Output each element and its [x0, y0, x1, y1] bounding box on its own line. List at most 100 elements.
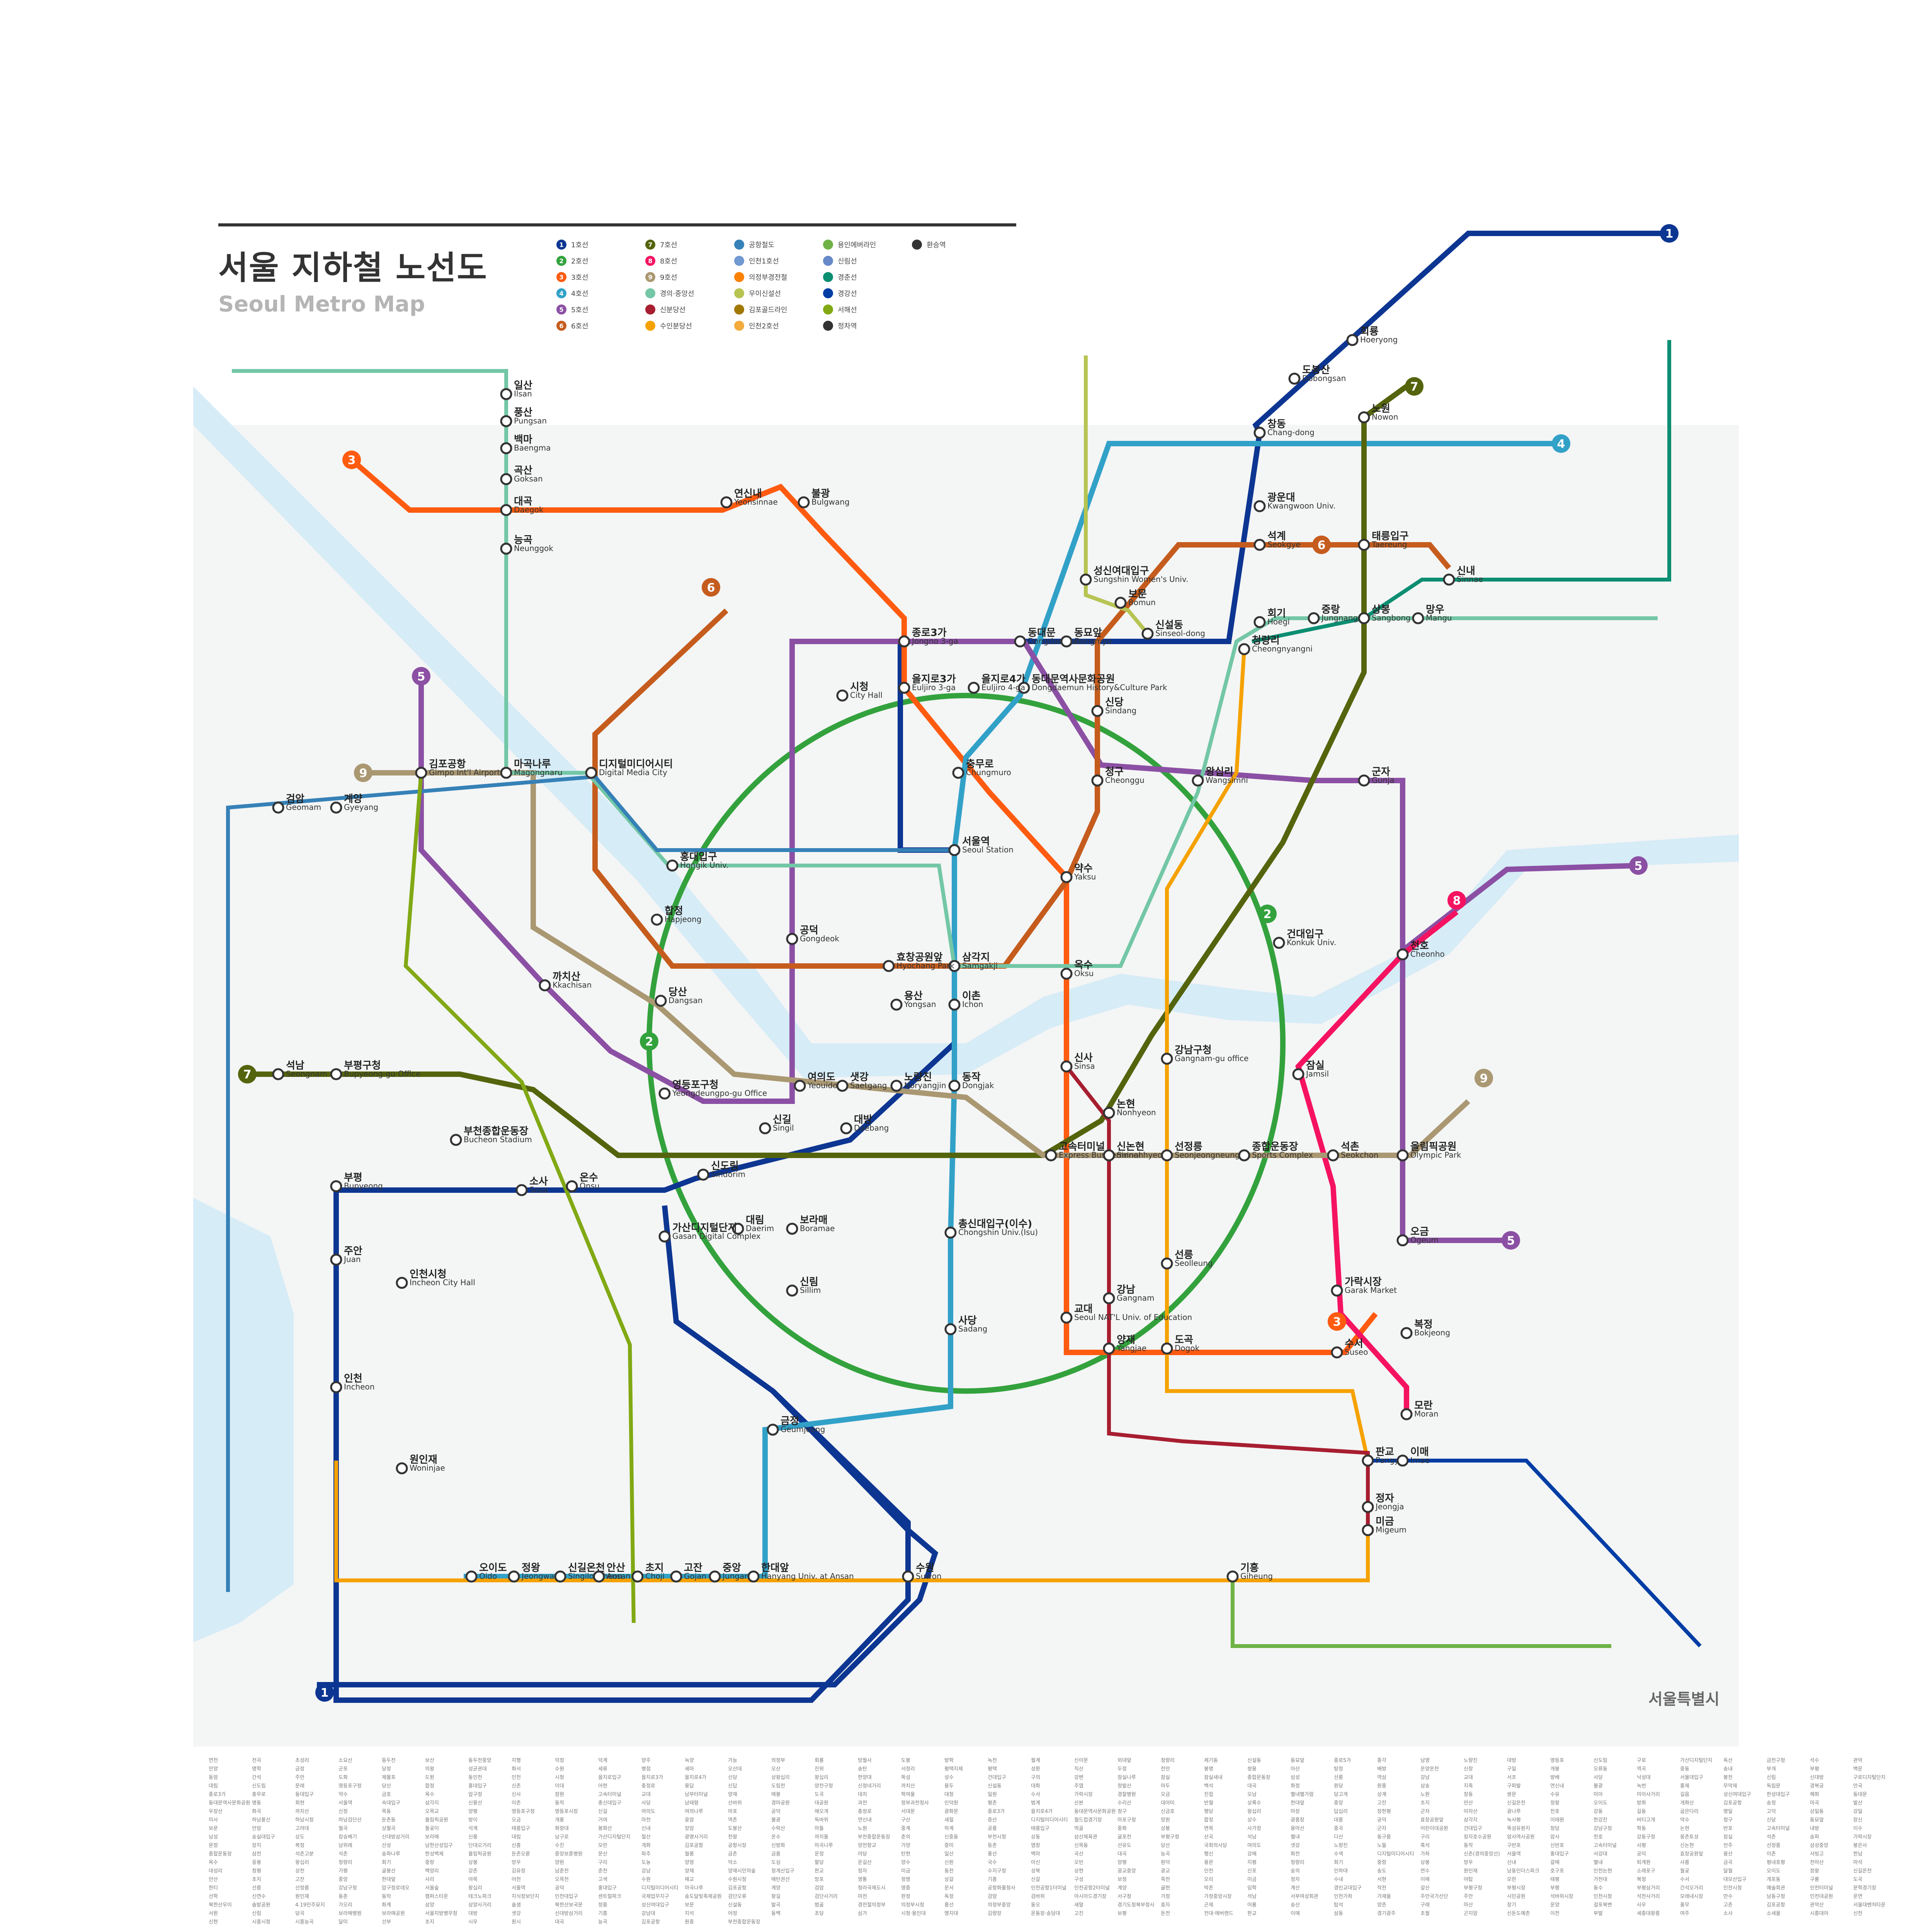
regular-station[interactable]: 달미: [338, 1919, 348, 1925]
regular-station[interactable]: 오목교: [425, 1809, 439, 1815]
regular-station[interactable]: 서초: [1507, 1775, 1516, 1781]
regular-station[interactable]: 보문: [685, 1902, 694, 1908]
regular-station[interactable]: 신내: [1507, 1860, 1516, 1866]
regular-station[interactable]: 안산: [1464, 1800, 1473, 1806]
regular-station[interactable]: 영등포: [1550, 1758, 1564, 1764]
regular-station[interactable]: 종로3가: [209, 1792, 226, 1798]
regular-station[interactable]: 석천사거리: [1637, 1894, 1660, 1900]
regular-station[interactable]: 개포동: [1767, 1877, 1781, 1883]
regular-station[interactable]: 걸포북변: [1594, 1902, 1612, 1908]
regular-station[interactable]: 석남: [1247, 1834, 1257, 1840]
regular-station[interactable]: 남동구청: [1767, 1894, 1785, 1900]
regular-station[interactable]: 원시: [512, 1919, 521, 1925]
regular-station[interactable]: 발곡: [771, 1902, 781, 1908]
regular-station[interactable]: 산본: [1074, 1800, 1083, 1806]
regular-station[interactable]: 상동: [1031, 1834, 1040, 1840]
regular-station[interactable]: 방배: [1550, 1775, 1560, 1781]
regular-station[interactable]: 군자: [1377, 1826, 1386, 1832]
regular-station[interactable]: 청량리: [1161, 1758, 1175, 1764]
regular-station[interactable]: 상일동: [1810, 1809, 1824, 1815]
regular-station[interactable]: 정부과천청사: [901, 1800, 929, 1806]
regular-station[interactable]: 마곡: [1810, 1800, 1819, 1806]
regular-station[interactable]: 홍대입구: [598, 1885, 617, 1891]
regular-station[interactable]: 수색: [1334, 1851, 1343, 1857]
regular-station[interactable]: 인천시청: [1594, 1894, 1612, 1900]
regular-station[interactable]: 까치산: [295, 1809, 309, 1815]
regular-station[interactable]: 호구포: [1550, 1868, 1564, 1874]
regular-station[interactable]: 지평: [1247, 1860, 1257, 1866]
regular-station[interactable]: 종로3가: [988, 1809, 1005, 1815]
regular-station[interactable]: 태릉입구: [1031, 1826, 1049, 1832]
regular-station[interactable]: 종각: [1377, 1758, 1386, 1764]
regular-station[interactable]: 논현: [1680, 1826, 1689, 1832]
regular-station[interactable]: 인천가좌: [1334, 1894, 1352, 1900]
regular-station[interactable]: 독립문: [1767, 1783, 1781, 1789]
regular-station[interactable]: 지행: [512, 1757, 521, 1764]
regular-station[interactable]: 탄현: [901, 1851, 910, 1857]
regular-station[interactable]: 길동: [1637, 1809, 1646, 1815]
regular-station[interactable]: 대성리: [209, 1868, 223, 1874]
regular-station[interactable]: 도화: [338, 1775, 348, 1781]
regular-station[interactable]: 월곡: [338, 1826, 348, 1832]
regular-station[interactable]: 청담: [1550, 1826, 1560, 1832]
regular-station[interactable]: 총신대입구: [598, 1800, 621, 1806]
regular-station[interactable]: 오이도: [1594, 1800, 1607, 1806]
regular-station[interactable]: 국회의사당: [1204, 1843, 1227, 1849]
regular-station[interactable]: 경기광주: [1377, 1911, 1396, 1917]
regular-station[interactable]: 봉은사: [1853, 1843, 1867, 1849]
regular-station[interactable]: 가산디지털단지: [1680, 1758, 1713, 1764]
regular-station[interactable]: 어정: [728, 1911, 737, 1917]
regular-station[interactable]: 금곡: [1723, 1860, 1733, 1866]
regular-station[interactable]: 월곶: [1680, 1868, 1689, 1874]
regular-station[interactable]: 불광: [1594, 1783, 1603, 1789]
regular-station[interactable]: 직산: [1074, 1766, 1083, 1772]
regular-station[interactable]: 풍산: [988, 1851, 997, 1857]
regular-station[interactable]: 구리: [598, 1860, 607, 1866]
regular-station[interactable]: 검바위: [1031, 1894, 1045, 1900]
regular-station[interactable]: 동오: [1031, 1902, 1040, 1908]
regular-station[interactable]: 고색: [598, 1877, 607, 1883]
regular-station[interactable]: 양천구청: [815, 1783, 833, 1789]
regular-station[interactable]: 양평: [468, 1809, 478, 1815]
regular-station[interactable]: 인천논현: [1594, 1868, 1612, 1874]
regular-station[interactable]: 송정: [1767, 1800, 1776, 1806]
regular-station[interactable]: 석바위시장: [1550, 1894, 1573, 1900]
regular-station[interactable]: 풍무: [1680, 1902, 1689, 1908]
regular-station[interactable]: 백마: [1031, 1851, 1040, 1857]
regular-station[interactable]: 하남풍산: [252, 1817, 270, 1823]
regular-station[interactable]: 계양: [771, 1885, 781, 1891]
regular-station[interactable]: 동대문역사문화공원: [209, 1800, 250, 1806]
regular-station[interactable]: 다산: [1334, 1834, 1343, 1840]
regular-station[interactable]: 구룡: [1810, 1877, 1819, 1883]
regular-station[interactable]: 매봉: [771, 1792, 781, 1798]
regular-station[interactable]: 목동: [382, 1809, 391, 1815]
regular-station[interactable]: 신둔도예촌: [1507, 1911, 1530, 1917]
regular-station[interactable]: 모란: [598, 1843, 607, 1849]
regular-station[interactable]: 상록수: [1247, 1800, 1261, 1806]
regular-station[interactable]: 범골: [815, 1902, 824, 1908]
regular-station[interactable]: 월드컵경기장: [1074, 1817, 1102, 1823]
regular-station[interactable]: 춘천: [598, 1868, 607, 1874]
regular-station[interactable]: 광나루: [1507, 1809, 1521, 1815]
regular-station[interactable]: 신풍: [468, 1834, 478, 1840]
regular-station[interactable]: 신목동: [1074, 1843, 1088, 1849]
regular-station[interactable]: 샛강: [512, 1911, 521, 1917]
regular-station[interactable]: 퇴계원: [1637, 1860, 1651, 1866]
